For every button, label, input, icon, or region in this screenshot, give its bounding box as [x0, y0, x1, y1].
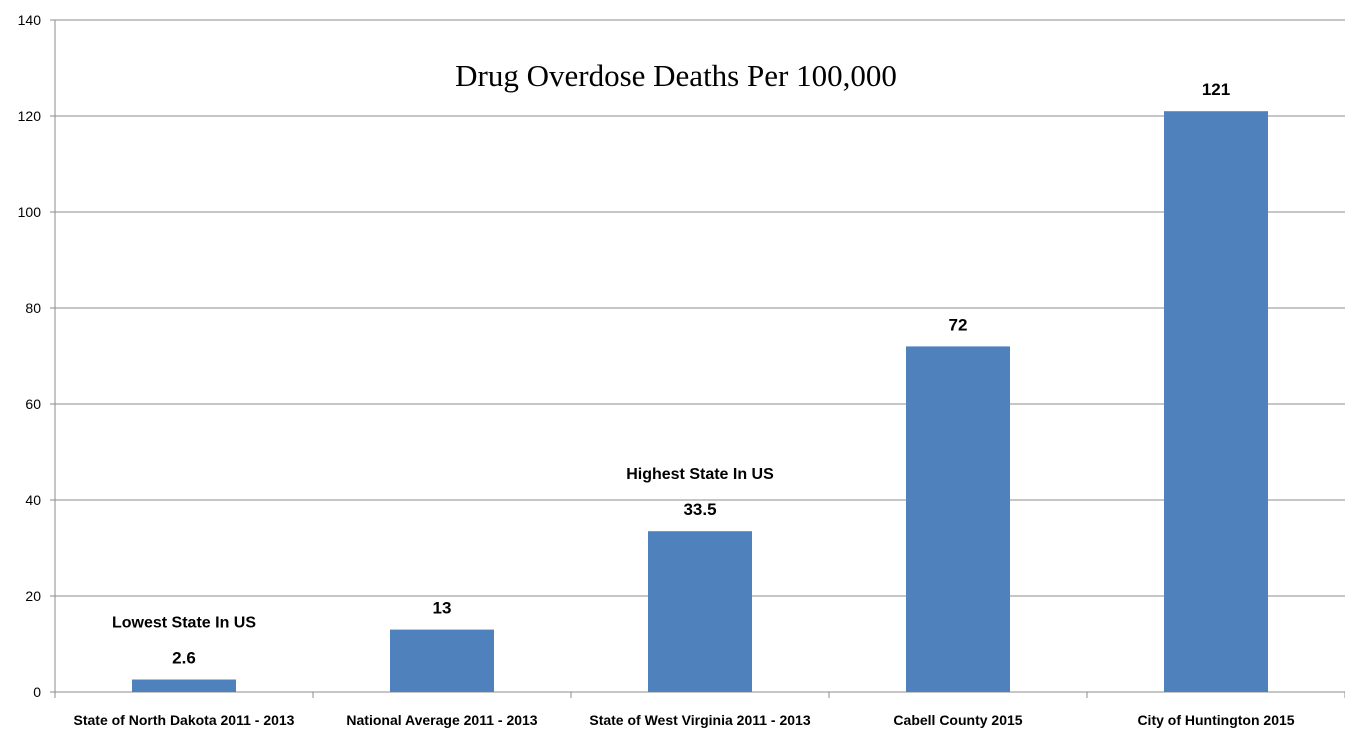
- bar: [390, 629, 494, 692]
- x-tick-label: City of Huntington 2015: [1137, 712, 1294, 728]
- bar: [1164, 111, 1268, 692]
- data-label: 13: [433, 599, 452, 618]
- y-tick-label: 140: [18, 12, 42, 28]
- y-tick-label: 60: [25, 396, 41, 412]
- bar: [648, 531, 752, 692]
- x-tick-label: National Average 2011 - 2013: [346, 712, 537, 728]
- bars: [132, 111, 1268, 692]
- y-tick-label: 20: [25, 588, 41, 604]
- bar: [906, 346, 1010, 692]
- y-tick-label: 120: [18, 108, 42, 124]
- annotation-label: Lowest State In US: [112, 615, 256, 632]
- x-tick-label: Cabell County 2015: [893, 712, 1022, 728]
- data-label: 2.6: [172, 649, 196, 668]
- y-tick-label: 80: [25, 300, 41, 316]
- data-label: 121: [1202, 80, 1230, 99]
- x-tick-label: State of West Virginia 2011 - 2013: [589, 712, 810, 728]
- data-label: 72: [949, 315, 968, 334]
- y-tick-label: 0: [33, 684, 41, 700]
- y-tick-label: 100: [18, 204, 42, 220]
- x-tick-label: State of North Dakota 2011 - 2013: [74, 712, 295, 728]
- chart-title: Drug Overdose Deaths Per 100,000: [455, 58, 897, 93]
- labels: 0 20 40 60 80 100 120 140 State of North Dakota …: [18, 12, 1295, 728]
- bar: [132, 679, 236, 692]
- gridlines: [55, 19, 1345, 597]
- annotation-label: Highest State In US: [626, 466, 774, 483]
- data-label: 33.5: [683, 500, 716, 519]
- y-tick-label: 40: [25, 492, 41, 508]
